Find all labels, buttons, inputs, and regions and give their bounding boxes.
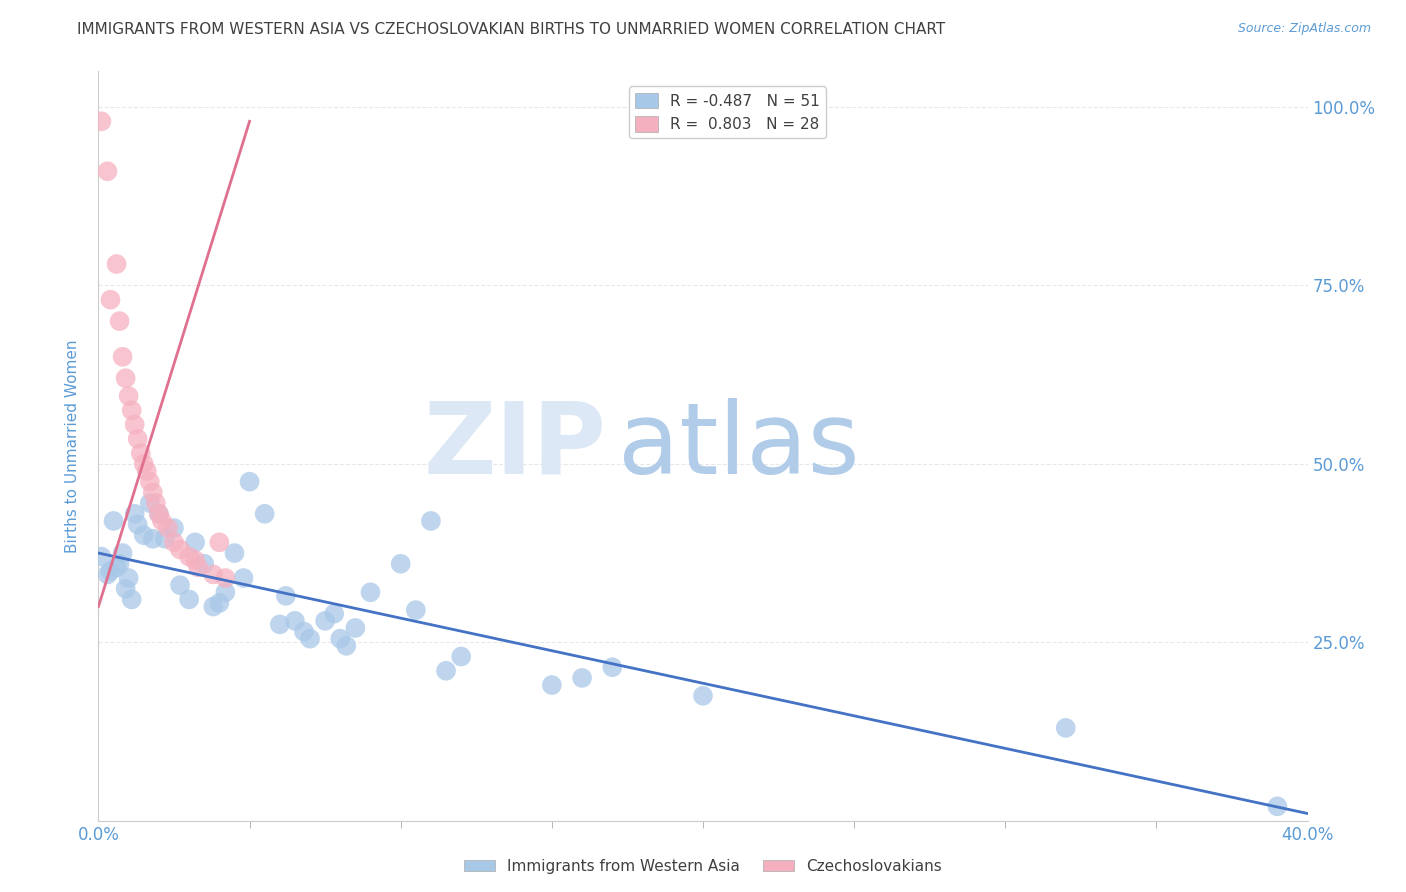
Point <box>100 293 122 307</box>
Point <box>150 514 173 528</box>
Point <box>127 517 149 532</box>
Point <box>179 592 201 607</box>
Point <box>163 521 186 535</box>
Point <box>105 257 128 271</box>
Point <box>121 592 143 607</box>
Point <box>360 585 382 599</box>
Point <box>232 571 254 585</box>
Point <box>90 549 112 564</box>
Point <box>148 507 170 521</box>
Point <box>129 446 152 460</box>
Point <box>111 350 134 364</box>
Point <box>284 614 307 628</box>
Point <box>114 582 136 596</box>
Point <box>214 571 236 585</box>
Point <box>142 532 165 546</box>
Text: ZIP: ZIP <box>423 398 606 494</box>
Point <box>274 589 297 603</box>
Point <box>1054 721 1077 735</box>
Point <box>292 624 315 639</box>
Point <box>114 371 136 385</box>
Point <box>127 432 149 446</box>
Point <box>111 546 134 560</box>
Y-axis label: Births to Unmarried Women: Births to Unmarried Women <box>65 339 80 553</box>
Point <box>299 632 322 646</box>
Point <box>540 678 562 692</box>
Point <box>169 542 191 557</box>
Point <box>163 535 186 549</box>
Point <box>148 507 170 521</box>
Point <box>121 403 143 417</box>
Point <box>179 549 201 564</box>
Point <box>118 389 141 403</box>
Legend: R = -0.487   N = 51, R =  0.803   N = 28: R = -0.487 N = 51, R = 0.803 N = 28 <box>628 87 825 138</box>
Point <box>214 585 236 599</box>
Point <box>96 567 118 582</box>
Point <box>142 485 165 500</box>
Point <box>184 553 207 567</box>
Point <box>124 507 146 521</box>
Point <box>139 475 162 489</box>
Point <box>335 639 357 653</box>
Point <box>153 532 176 546</box>
Point <box>405 603 427 617</box>
Point <box>208 596 231 610</box>
Point <box>202 599 225 614</box>
Point <box>124 417 146 432</box>
Point <box>253 507 276 521</box>
Point <box>1267 799 1289 814</box>
Point <box>145 496 167 510</box>
Point <box>239 475 262 489</box>
Point <box>420 514 443 528</box>
Point <box>103 514 125 528</box>
Point <box>135 464 157 478</box>
Text: Source: ZipAtlas.com: Source: ZipAtlas.com <box>1237 22 1371 36</box>
Point <box>169 578 191 592</box>
Point <box>132 528 155 542</box>
Point <box>100 564 122 578</box>
Point <box>323 607 346 621</box>
Point <box>571 671 593 685</box>
Point <box>389 557 412 571</box>
Point <box>692 689 714 703</box>
Point <box>118 571 141 585</box>
Point <box>184 535 207 549</box>
Point <box>602 660 624 674</box>
Point <box>224 546 246 560</box>
Point <box>344 621 367 635</box>
Point <box>208 535 231 549</box>
Point <box>139 496 162 510</box>
Point <box>193 557 215 571</box>
Point <box>450 649 472 664</box>
Point <box>132 457 155 471</box>
Point <box>187 560 209 574</box>
Point <box>434 664 457 678</box>
Point <box>202 567 225 582</box>
Point <box>329 632 352 646</box>
Point <box>108 314 131 328</box>
Point <box>269 617 291 632</box>
Legend: Immigrants from Western Asia, Czechoslovakians: Immigrants from Western Asia, Czechoslov… <box>458 853 948 880</box>
Text: atlas: atlas <box>619 398 860 494</box>
Point <box>108 557 131 571</box>
Text: IMMIGRANTS FROM WESTERN ASIA VS CZECHOSLOVAKIAN BIRTHS TO UNMARRIED WOMEN CORREL: IMMIGRANTS FROM WESTERN ASIA VS CZECHOSL… <box>77 22 946 37</box>
Point <box>314 614 336 628</box>
Point <box>90 114 112 128</box>
Point <box>105 560 128 574</box>
Point <box>96 164 118 178</box>
Point <box>156 521 179 535</box>
